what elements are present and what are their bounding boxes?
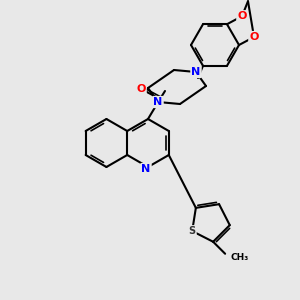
Text: S: S	[189, 226, 196, 236]
Text: N: N	[141, 164, 151, 174]
Text: O: O	[136, 84, 146, 94]
Text: N: N	[153, 97, 163, 107]
Text: O: O	[237, 11, 247, 21]
Text: O: O	[249, 32, 259, 42]
Text: N: N	[191, 67, 201, 77]
Text: CH₃: CH₃	[230, 253, 248, 262]
